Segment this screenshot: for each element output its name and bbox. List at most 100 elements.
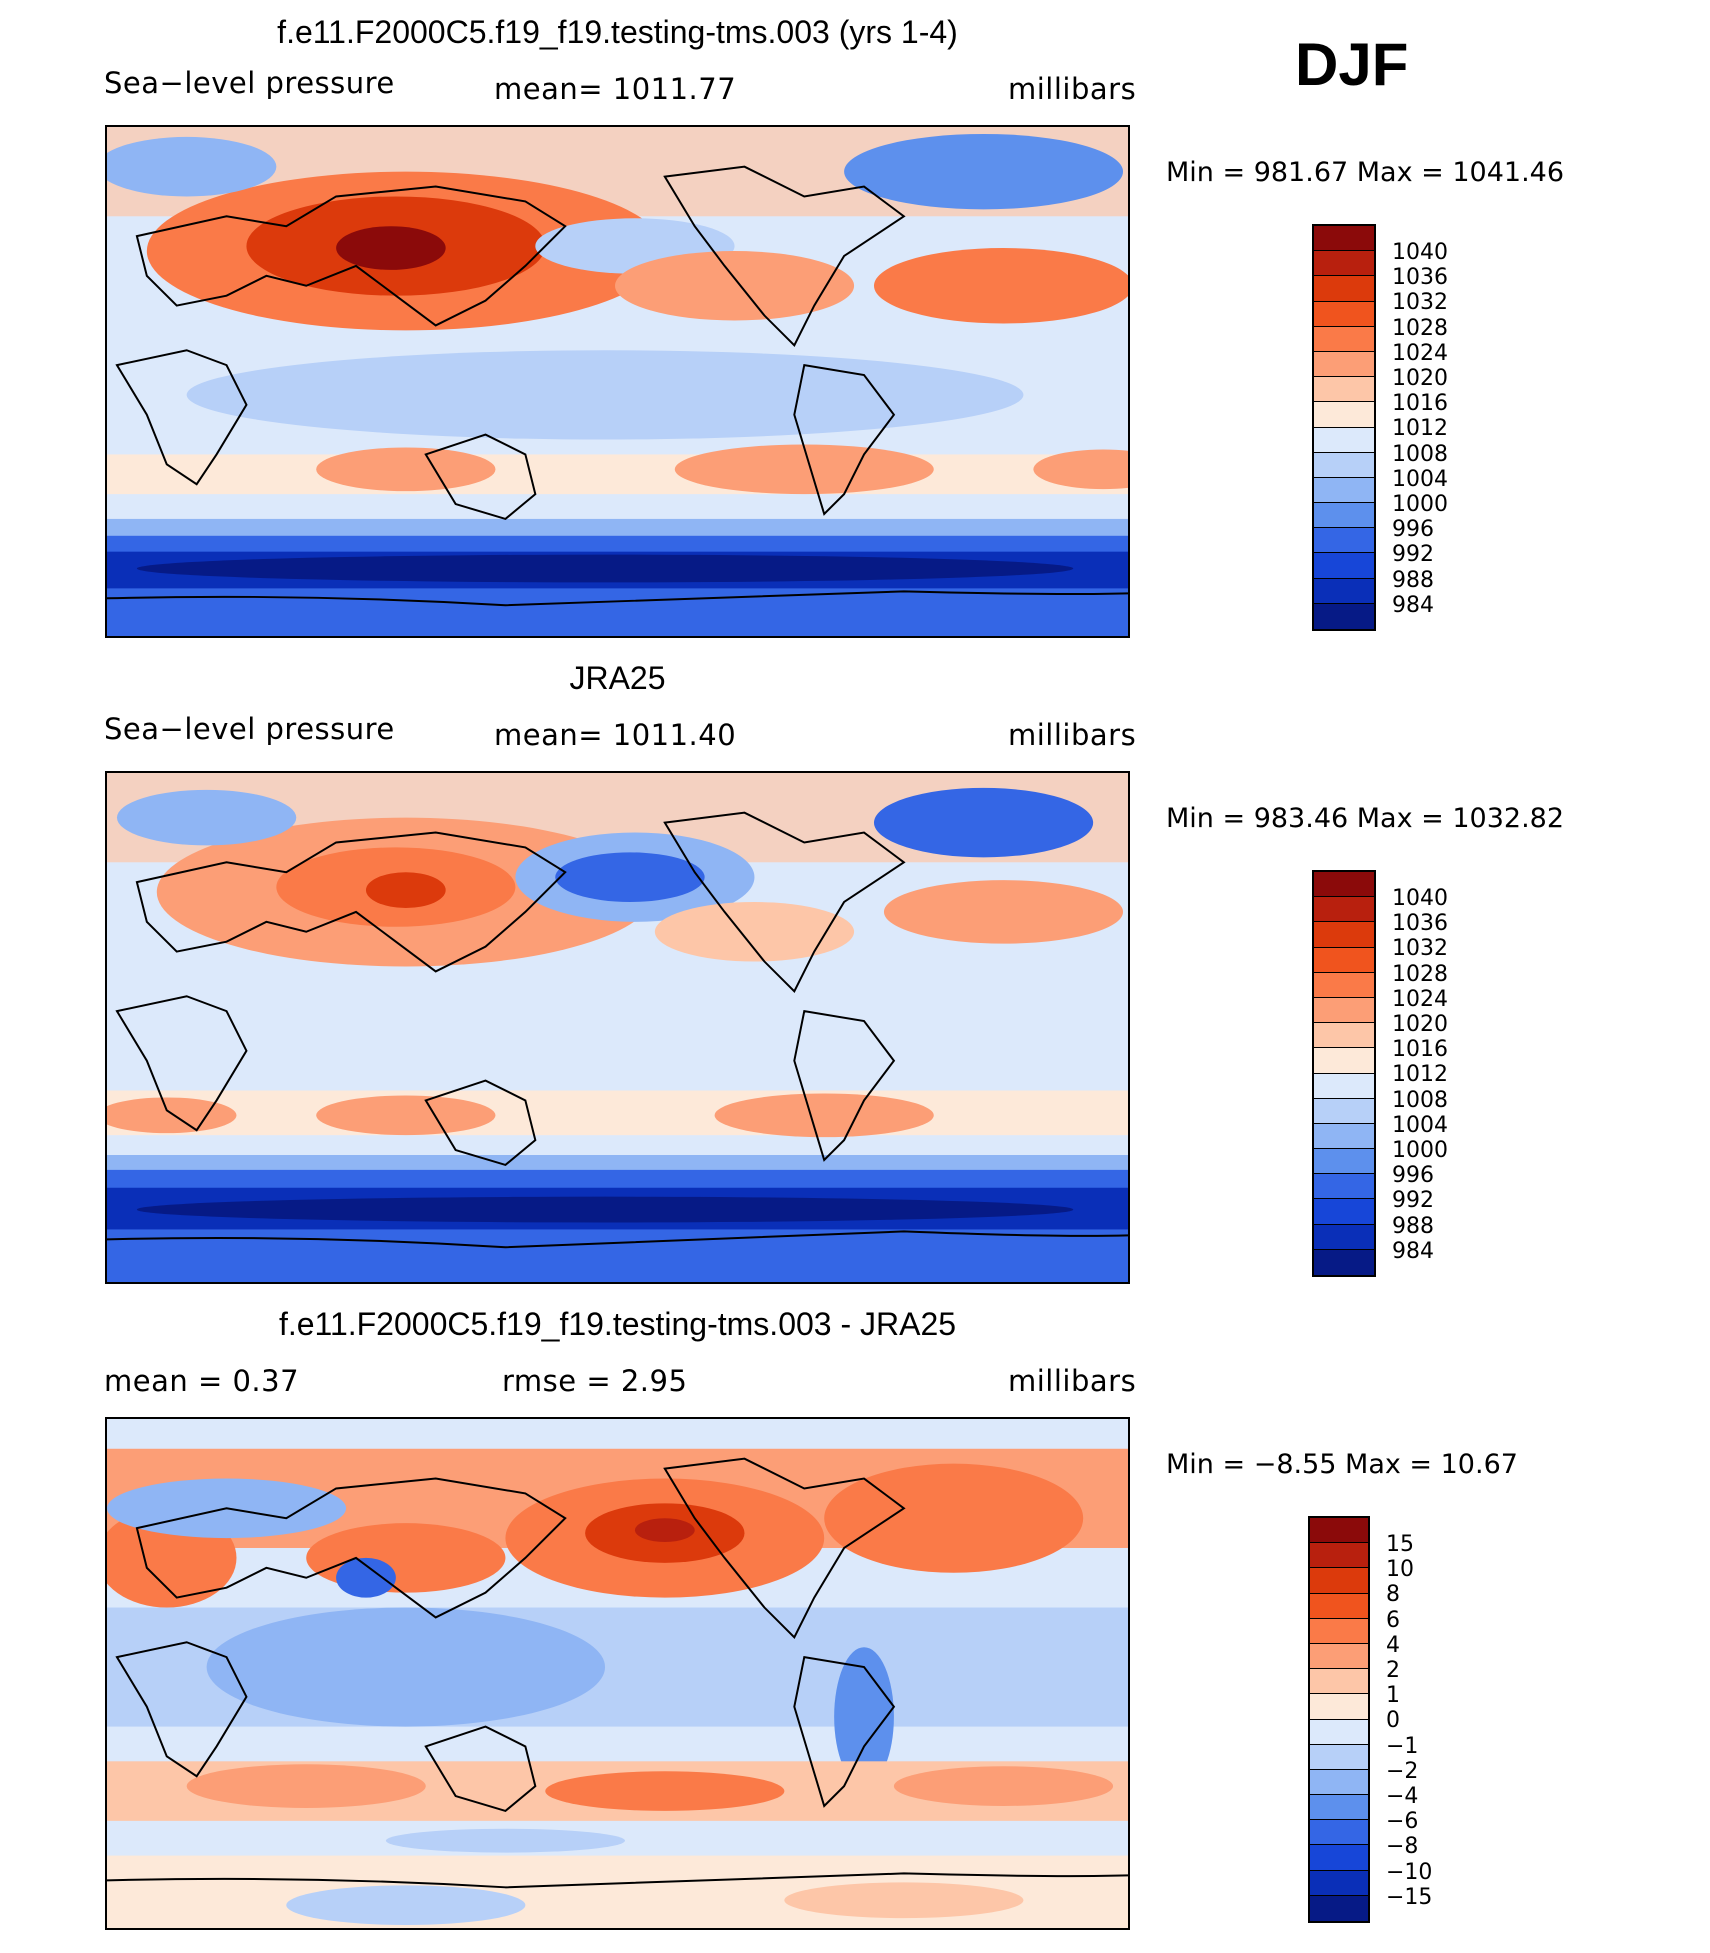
panel-2-minmax: Min = 983.46 Max = 1032.82 <box>1166 803 1565 834</box>
colorbar-swatch <box>1310 1895 1368 1921</box>
panel-2-colorbar <box>1312 870 1376 1277</box>
colorbar-swatch <box>1314 1174 1374 1200</box>
panel-1-mean-label: mean= 1011.77 <box>494 72 737 106</box>
colorbar-tick-label: −1 <box>1386 1733 1419 1759</box>
colorbar-swatch <box>1310 1618 1368 1644</box>
colorbar-tick-label: −4 <box>1386 1784 1419 1809</box>
panel-2-units-label: millibars <box>1008 718 1137 752</box>
colorbar-swatch <box>1310 1795 1368 1821</box>
panel-3-title: f.e11.F2000C5.f19_f19.testing-tms.003 - … <box>278 1306 957 1342</box>
colorbar-swatch <box>1310 1643 1368 1670</box>
colorbar-swatch <box>1314 226 1374 252</box>
colorbar-tick-label: 992 <box>1392 542 1434 568</box>
colorbar-tick-label: 1036 <box>1392 265 1448 291</box>
colorbar-tick-label: 1024 <box>1392 986 1448 1012</box>
panel-2-map <box>105 771 1130 1284</box>
colorbar-tick-label: 1032 <box>1392 290 1448 316</box>
colorbar-tick-label: 996 <box>1392 1163 1434 1189</box>
colorbar-swatch <box>1310 1744 1368 1770</box>
panel-3-map <box>105 1417 1130 1930</box>
colorbar-tick-label: 1008 <box>1392 1087 1448 1113</box>
colorbar-tick-label: 1012 <box>1392 416 1448 442</box>
colorbar-tick-label: 6 <box>1386 1607 1400 1633</box>
colorbar-swatch <box>1314 301 1374 327</box>
colorbar-swatch <box>1314 427 1374 453</box>
colorbar-swatch <box>1310 1694 1368 1720</box>
colorbar-tick-label: 2 <box>1386 1658 1400 1683</box>
colorbar-swatch <box>1310 1518 1368 1544</box>
colorbar-tick-label: 1040 <box>1392 886 1448 911</box>
colorbar-tick-label: 988 <box>1392 1213 1434 1239</box>
panel-2-mean-label: mean= 1011.40 <box>494 718 737 752</box>
colorbar-tick-label: 1 <box>1386 1683 1400 1709</box>
colorbar-tick-label: 10 <box>1386 1557 1414 1583</box>
colorbar-tick-label: 15 <box>1386 1532 1414 1557</box>
colorbar-swatch <box>1314 1048 1374 1074</box>
colorbar-tick-label: 1028 <box>1392 961 1448 987</box>
colorbar-swatch <box>1310 1845 1368 1871</box>
colorbar-tick-label: 1012 <box>1392 1062 1448 1088</box>
colorbar-swatch <box>1310 1543 1368 1569</box>
colorbar-swatch <box>1314 402 1374 428</box>
colorbar-swatch <box>1310 1568 1368 1594</box>
colorbar-swatch <box>1314 503 1374 529</box>
panel-3-rmse-label: rmse = 2.95 <box>502 1364 688 1398</box>
colorbar-tick-label: 1004 <box>1392 1112 1448 1138</box>
panel-1-variable-label: Sea−level pressure <box>104 66 395 100</box>
colorbar-tick-label: 0 <box>1386 1708 1400 1734</box>
season-label: DJF <box>1295 31 1409 98</box>
panel-3-mean-label: mean = 0.37 <box>104 1364 300 1398</box>
colorbar-swatch <box>1314 1098 1374 1124</box>
colorbar-swatch <box>1314 477 1374 504</box>
colorbar-swatch <box>1314 1149 1374 1175</box>
colorbar-swatch <box>1314 1023 1374 1049</box>
colorbar-tick-label: 984 <box>1392 592 1434 618</box>
colorbar-tick-label: 1032 <box>1392 936 1448 962</box>
colorbar-swatch <box>1314 947 1374 973</box>
colorbar-tick-label: 1000 <box>1392 492 1448 517</box>
colorbar-swatch <box>1314 251 1374 277</box>
colorbar-tick-label: 1024 <box>1392 340 1448 366</box>
colorbar-swatch <box>1314 997 1374 1024</box>
colorbar-tick-label: 992 <box>1392 1188 1434 1214</box>
colorbar-swatch <box>1314 351 1374 378</box>
colorbar-swatch <box>1314 452 1374 478</box>
panel-2-variable-label: Sea−level pressure <box>104 712 395 746</box>
colorbar-swatch <box>1310 1593 1368 1619</box>
panel-1-units-label: millibars <box>1008 72 1137 106</box>
colorbar-tick-label: 1020 <box>1392 1012 1448 1037</box>
colorbar-tick-label: −8 <box>1386 1834 1419 1860</box>
panel-1-colorbar <box>1312 224 1376 631</box>
colorbar-tick-label: 1040 <box>1392 240 1448 265</box>
panel-2-title: JRA25 <box>569 660 666 696</box>
colorbar-tick-label: 1028 <box>1392 315 1448 341</box>
colorbar-tick-label: 988 <box>1392 567 1434 593</box>
colorbar-tick-label: −10 <box>1386 1859 1433 1885</box>
panel-3-minmax: Min = −8.55 Max = 10.67 <box>1166 1449 1518 1480</box>
colorbar-tick-label: 1016 <box>1392 1037 1448 1063</box>
colorbar-tick-label: 1036 <box>1392 911 1448 937</box>
colorbar-tick-label: 996 <box>1392 517 1434 543</box>
colorbar-swatch <box>1314 872 1374 898</box>
panel-1-map <box>105 125 1130 638</box>
colorbar-tick-label: −15 <box>1386 1884 1433 1910</box>
colorbar-swatch <box>1314 528 1374 554</box>
colorbar-swatch <box>1314 1224 1374 1250</box>
colorbar-tick-label: 984 <box>1392 1238 1434 1264</box>
colorbar-swatch <box>1314 276 1374 302</box>
colorbar-swatch <box>1314 377 1374 403</box>
colorbar-swatch <box>1314 922 1374 948</box>
colorbar-swatch <box>1314 897 1374 923</box>
colorbar-tick-label: −2 <box>1386 1758 1419 1784</box>
colorbar-swatch <box>1314 1199 1374 1225</box>
colorbar-swatch <box>1314 326 1374 352</box>
colorbar-swatch <box>1314 578 1374 604</box>
colorbar-tick-label: 1020 <box>1392 366 1448 391</box>
colorbar-swatch <box>1310 1669 1368 1695</box>
colorbar-tick-label: 1004 <box>1392 466 1448 492</box>
colorbar-swatch <box>1314 972 1374 998</box>
colorbar-tick-label: 1008 <box>1392 441 1448 467</box>
colorbar-tick-label: 1000 <box>1392 1138 1448 1163</box>
colorbar-swatch <box>1314 553 1374 579</box>
colorbar-swatch <box>1310 1719 1368 1745</box>
